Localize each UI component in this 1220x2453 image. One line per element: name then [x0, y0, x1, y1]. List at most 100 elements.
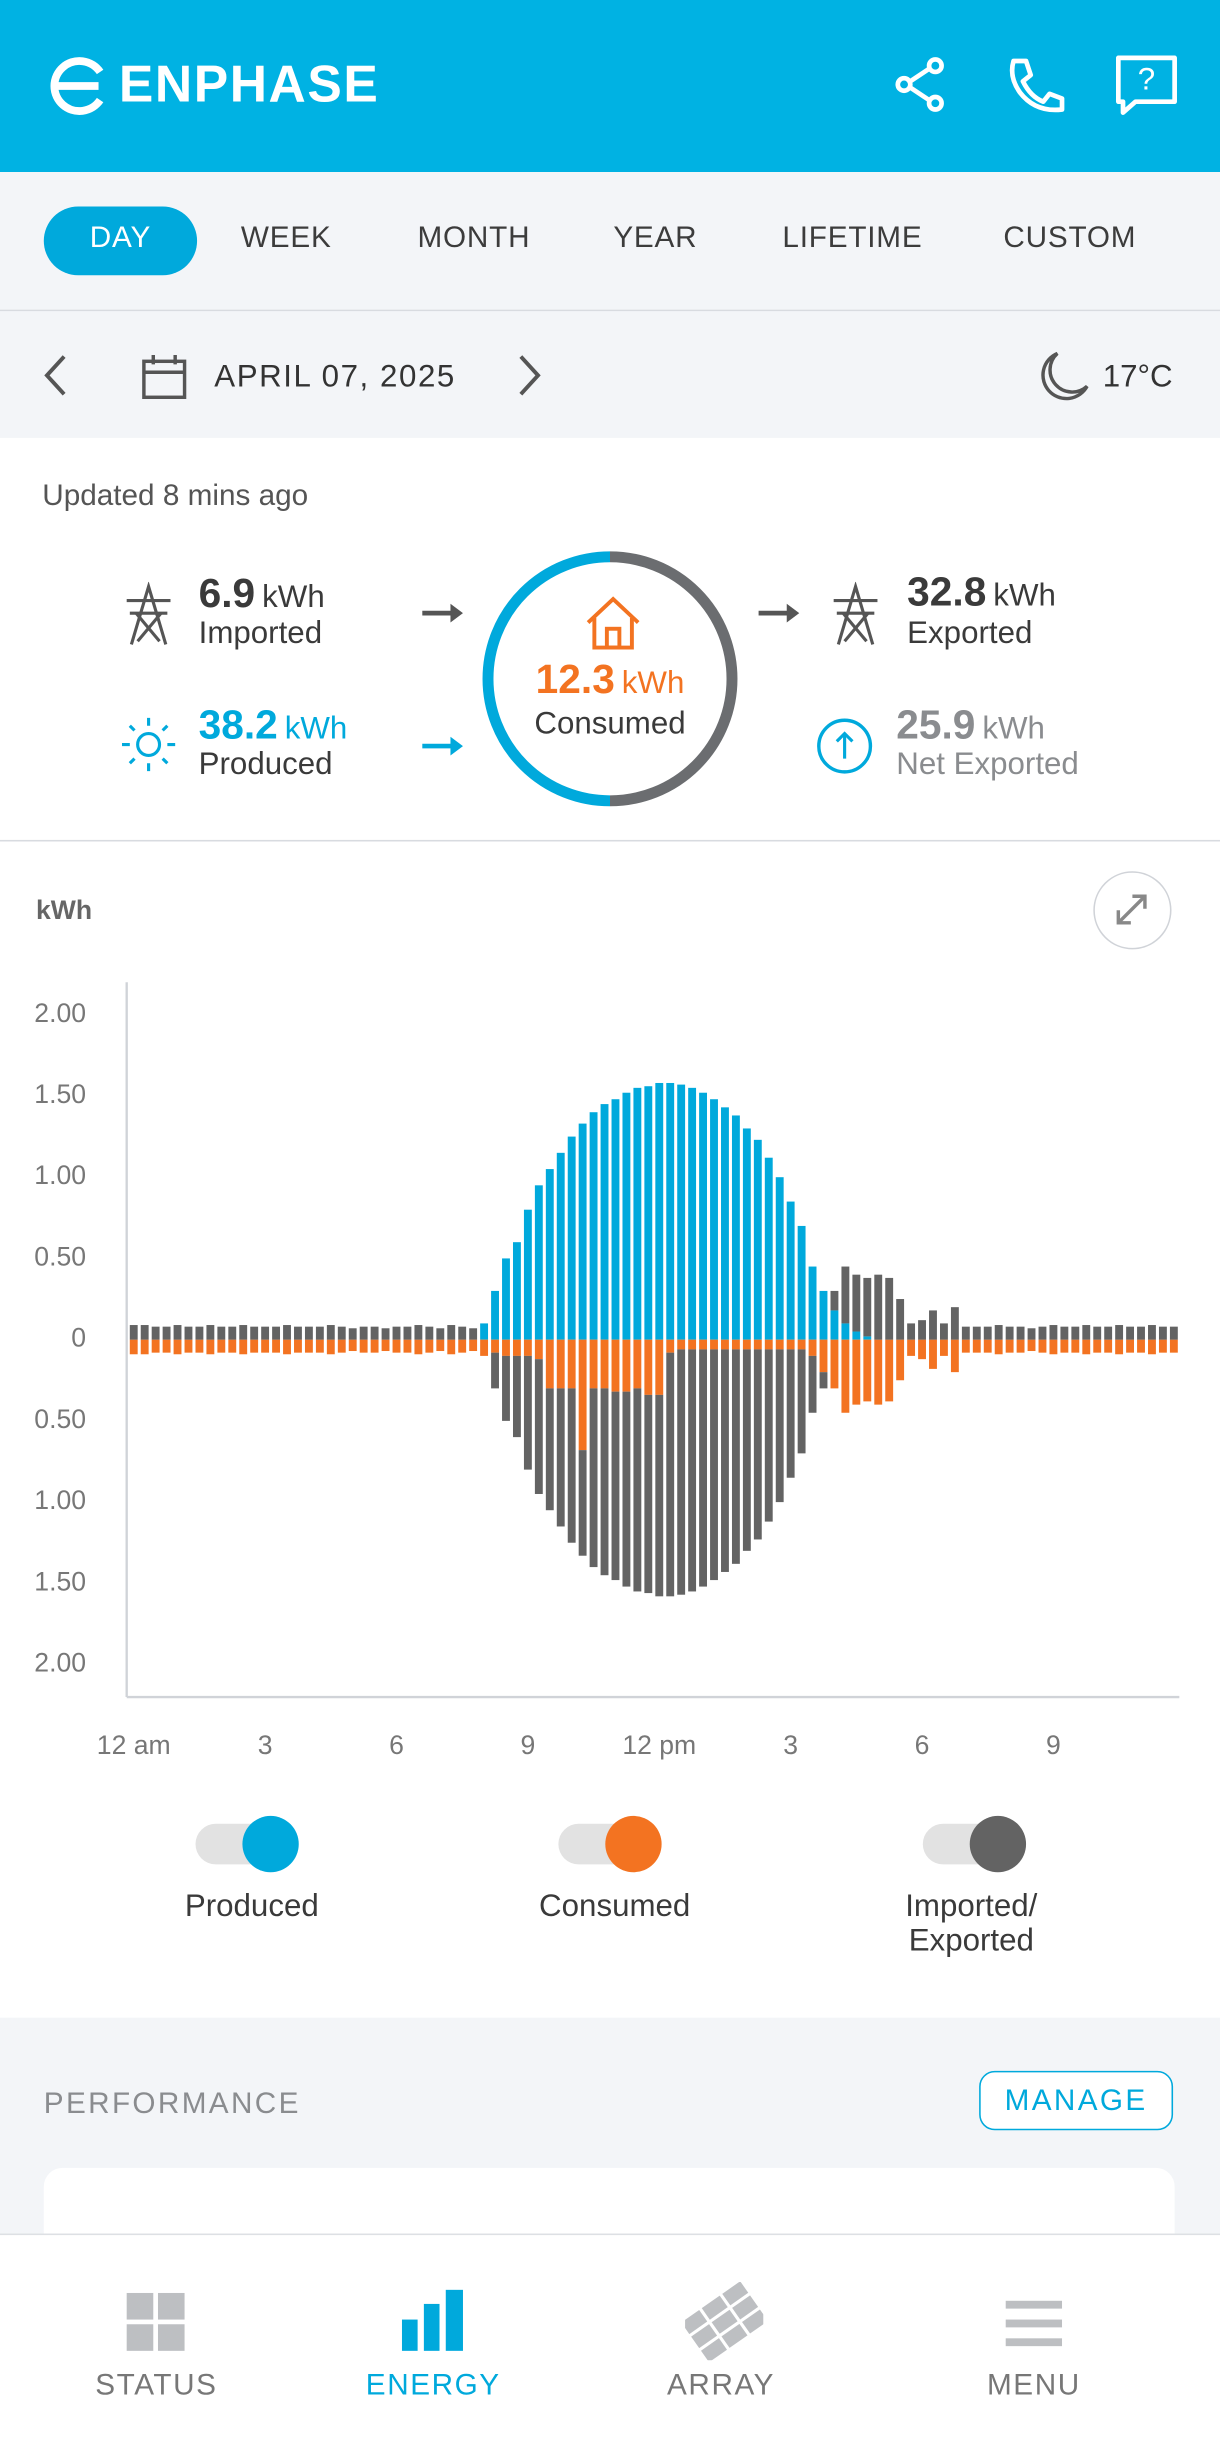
bar: [874, 1339, 883, 1405]
bar: [742, 1339, 751, 1350]
tab[interactable]: DAY: [89, 222, 152, 255]
bar: [688, 1087, 697, 1340]
expand-icon: [1116, 894, 1147, 925]
bar: [775, 1339, 784, 1350]
nav-label[interactable]: ENERGY: [365, 2369, 501, 2403]
nav-label[interactable]: STATUS: [95, 2369, 218, 2403]
section-title: PERFORMANCE: [43, 2088, 301, 2121]
manage-button[interactable]: MANAGE: [979, 2070, 1174, 2131]
bar: [173, 1339, 182, 1355]
bar: [140, 1325, 149, 1340]
bar: [304, 1326, 313, 1340]
bar: [1005, 1339, 1014, 1353]
expand-button[interactable]: [1093, 871, 1172, 950]
bar: [326, 1339, 335, 1355]
bar: [523, 1355, 532, 1470]
bar: [808, 1355, 817, 1413]
bar: [830, 1290, 839, 1311]
bar: [775, 1349, 784, 1503]
bar: [1016, 1326, 1025, 1340]
bar: [534, 1359, 543, 1494]
next-button[interactable]: [513, 352, 544, 399]
produced-value: 38.2 kWh: [199, 704, 348, 745]
bar: [578, 1123, 587, 1340]
toggle-knob[interactable]: [605, 1815, 662, 1873]
bar: [731, 1339, 740, 1350]
bar: [381, 1339, 390, 1352]
bar: [206, 1325, 215, 1340]
support-icon[interactable]: ?: [1114, 53, 1180, 116]
bar: [1115, 1339, 1124, 1355]
bar: [644, 1339, 653, 1395]
share-icon[interactable]: [892, 56, 948, 112]
toggle-knob[interactable]: [969, 1815, 1027, 1873]
button-label[interactable]: MANAGE: [1004, 2084, 1148, 2118]
bar: [1071, 1339, 1080, 1353]
toggle-knob[interactable]: [242, 1815, 299, 1873]
bar: [589, 1388, 598, 1568]
bar: [633, 1339, 642, 1389]
prev-button[interactable]: [41, 352, 72, 399]
bar: [622, 1092, 631, 1340]
bar: [162, 1339, 171, 1353]
legend-toggle[interactable]: Produced: [150, 1814, 338, 1924]
bar: [731, 1115, 740, 1340]
toggle-track[interactable]: [922, 1815, 1027, 1873]
bar: [929, 1339, 937, 1369]
nav-label[interactable]: ARRAY: [667, 2369, 776, 2403]
calendar-icon[interactable]: [141, 353, 188, 400]
bar: [819, 1339, 828, 1373]
bar: [447, 1325, 456, 1340]
bar: [556, 1388, 565, 1527]
net-export-icon: [817, 718, 873, 774]
bar: [228, 1326, 237, 1340]
bar: [480, 1323, 489, 1340]
menu-icon[interactable]: [1004, 2298, 1063, 2351]
bar: [611, 1339, 620, 1392]
unit: kWh: [262, 580, 325, 615]
status-icon[interactable]: [125, 2291, 188, 2354]
tab-bar: [0, 172, 1220, 312]
value: 6.9: [198, 569, 256, 617]
bar: [753, 1349, 762, 1540]
active-tab-pill[interactable]: [43, 206, 198, 276]
updated-text: Updated 8 mins ago: [42, 480, 309, 514]
tab[interactable]: YEAR: [613, 222, 698, 255]
legend-label[interactable]: Consumed: [539, 1889, 691, 1924]
toggle-track[interactable]: [558, 1815, 662, 1873]
array-icon[interactable]: [685, 2282, 764, 2361]
legend-toggle[interactable]: Imported/Exported: [877, 1814, 1065, 1958]
bar: [611, 1099, 620, 1340]
legend-label[interactable]: Imported/Exported: [905, 1889, 1038, 1959]
energy-icon[interactable]: [400, 2288, 466, 2354]
date-label: APRIL 07, 2025: [214, 359, 456, 395]
bar: [764, 1339, 773, 1350]
tab[interactable]: CUSTOM: [1003, 222, 1137, 255]
nav-label[interactable]: MENU: [986, 2369, 1081, 2403]
legend-toggle[interactable]: Consumed: [513, 1814, 701, 1924]
bar: [337, 1339, 346, 1353]
sun-icon: [121, 717, 176, 772]
bar: [994, 1339, 1003, 1355]
tab[interactable]: MONTH: [417, 222, 531, 255]
bar: [556, 1152, 565, 1340]
bar: [261, 1326, 270, 1340]
bar: [797, 1339, 806, 1350]
phone-icon[interactable]: [1004, 55, 1067, 118]
bar: [304, 1339, 313, 1353]
bar: [1027, 1328, 1036, 1340]
bar: [1137, 1326, 1145, 1340]
bar: [184, 1339, 193, 1353]
bar: [907, 1323, 916, 1340]
bottom-nav: [0, 2233, 1220, 2453]
legend-label[interactable]: Produced: [184, 1889, 319, 1924]
produced-label: Produced: [198, 747, 333, 783]
bar: [972, 1326, 981, 1340]
bar: [939, 1323, 948, 1340]
toggle-track[interactable]: [195, 1815, 299, 1873]
bar: [1049, 1339, 1058, 1355]
bar: [545, 1388, 554, 1511]
tab[interactable]: WEEK: [240, 222, 332, 255]
tab[interactable]: LIFETIME: [782, 222, 923, 255]
bar: [721, 1339, 729, 1350]
